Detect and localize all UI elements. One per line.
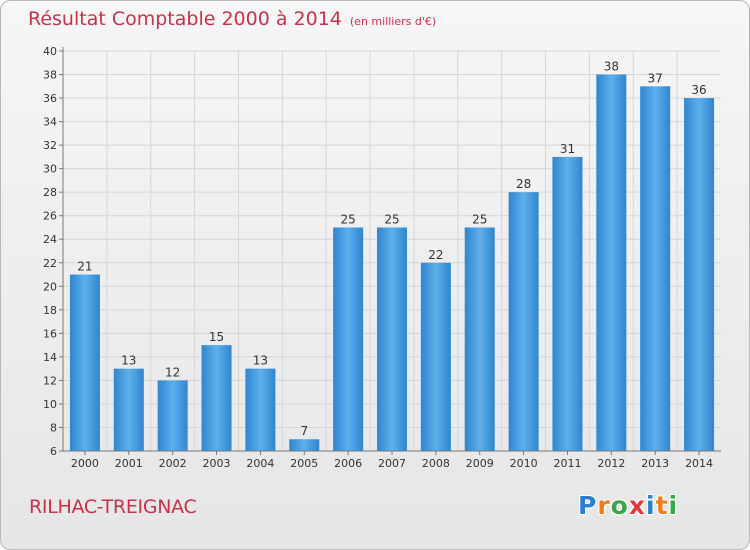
x-tick-label-2010: 2010: [510, 457, 538, 470]
y-tick-label-24: 24: [43, 233, 57, 246]
y-tick-label-32: 32: [43, 139, 57, 152]
value-label-2014: 36: [691, 83, 706, 97]
x-tick-label-2007: 2007: [378, 457, 406, 470]
x-tick-label-2014: 2014: [685, 457, 713, 470]
chart-title: Résultat Comptable 2000 à 2014 (en millie…: [28, 8, 436, 30]
proxiti-logo: Proxiti: [578, 491, 678, 520]
value-label-2012: 38: [604, 60, 619, 74]
value-label-2009: 25: [472, 212, 487, 226]
value-label-2002: 12: [165, 365, 180, 379]
x-tick-label-2005: 2005: [290, 457, 318, 470]
bar-2011: [552, 156, 583, 451]
value-label-2003: 15: [209, 330, 224, 344]
value-label-2008: 22: [428, 248, 443, 262]
bar-2009: [464, 227, 495, 451]
bar-2001: [113, 368, 144, 451]
x-tick-label-2012: 2012: [597, 457, 625, 470]
value-label-2010: 28: [516, 177, 531, 191]
logo-letter: o: [610, 491, 629, 520]
y-tick-label-30: 30: [43, 163, 57, 176]
y-tick-label-16: 16: [43, 327, 57, 340]
bars: 21 13 12 15 13 7 25 25 22 25 28 31 38 37 36: [69, 60, 715, 452]
place-name: RILHAC-TREIGNAC: [29, 496, 197, 518]
value-label-2004: 13: [253, 354, 268, 368]
logo-letter: i: [646, 491, 656, 520]
bar-2008: [420, 262, 451, 451]
logo-letter: x: [628, 491, 646, 520]
y-tick-label-38: 38: [43, 69, 57, 82]
bar-2004: [245, 368, 276, 451]
bar-2012: [596, 74, 627, 451]
y-tick-label-40: 40: [43, 45, 57, 58]
y-tick-label-10: 10: [43, 398, 57, 411]
logo-letter: P: [578, 491, 598, 520]
value-label-2005: 7: [300, 424, 308, 438]
bar-2002: [157, 380, 188, 451]
bar-2010: [508, 192, 539, 452]
y-tick-label-12: 12: [43, 374, 57, 387]
logo-letter: i: [668, 491, 679, 520]
axes: 6 8 10 12 14 16 18 20 22 24 26 28 30 32 34 36 38 40 2000 20…: [43, 45, 721, 470]
y-tick-label-8: 8: [50, 421, 57, 434]
bar-2006: [333, 227, 364, 451]
x-tick-label-2013: 2013: [641, 457, 669, 470]
bar-2000: [69, 274, 100, 451]
value-label-2013: 37: [648, 71, 663, 85]
x-tick-label-2002: 2002: [159, 457, 187, 470]
y-tick-label-36: 36: [43, 92, 57, 105]
bar-2003: [201, 345, 232, 451]
value-label-2007: 25: [384, 212, 399, 226]
chart-title-text: Résultat Comptable 2000 à 2014: [28, 8, 342, 30]
y-tick-label-28: 28: [43, 186, 57, 199]
value-label-2006: 25: [340, 212, 355, 226]
chart-subtitle: (en milliers d'€): [349, 15, 437, 28]
bar-2007: [377, 227, 407, 451]
logo-letter: r: [597, 491, 611, 520]
y-tick-label-18: 18: [43, 304, 57, 317]
logo-letter: t: [655, 491, 669, 520]
x-tick-label-2008: 2008: [422, 457, 450, 470]
x-tick-label-2006: 2006: [334, 457, 362, 470]
y-tick-label-14: 14: [43, 351, 57, 364]
bar-2013: [640, 86, 671, 451]
value-label-2001: 13: [121, 354, 136, 368]
y-tick-label-20: 20: [43, 280, 57, 293]
bar-2014: [684, 98, 715, 451]
value-label-2000: 21: [77, 260, 92, 274]
x-tick-label-2009: 2009: [466, 457, 494, 470]
y-tick-label-22: 22: [43, 257, 57, 270]
x-tick-label-2001: 2001: [115, 457, 143, 470]
x-tick-label-2004: 2004: [246, 457, 274, 470]
y-tick-label-34: 34: [43, 116, 57, 129]
y-tick-label-6: 6: [50, 445, 57, 458]
x-tick-label-2000: 2000: [71, 457, 99, 470]
bar-2005: [289, 439, 320, 451]
x-tick-label-2011: 2011: [553, 457, 581, 470]
value-label-2011: 31: [560, 142, 575, 156]
y-tick-label-26: 26: [43, 210, 57, 223]
x-tick-label-2003: 2003: [203, 457, 231, 470]
